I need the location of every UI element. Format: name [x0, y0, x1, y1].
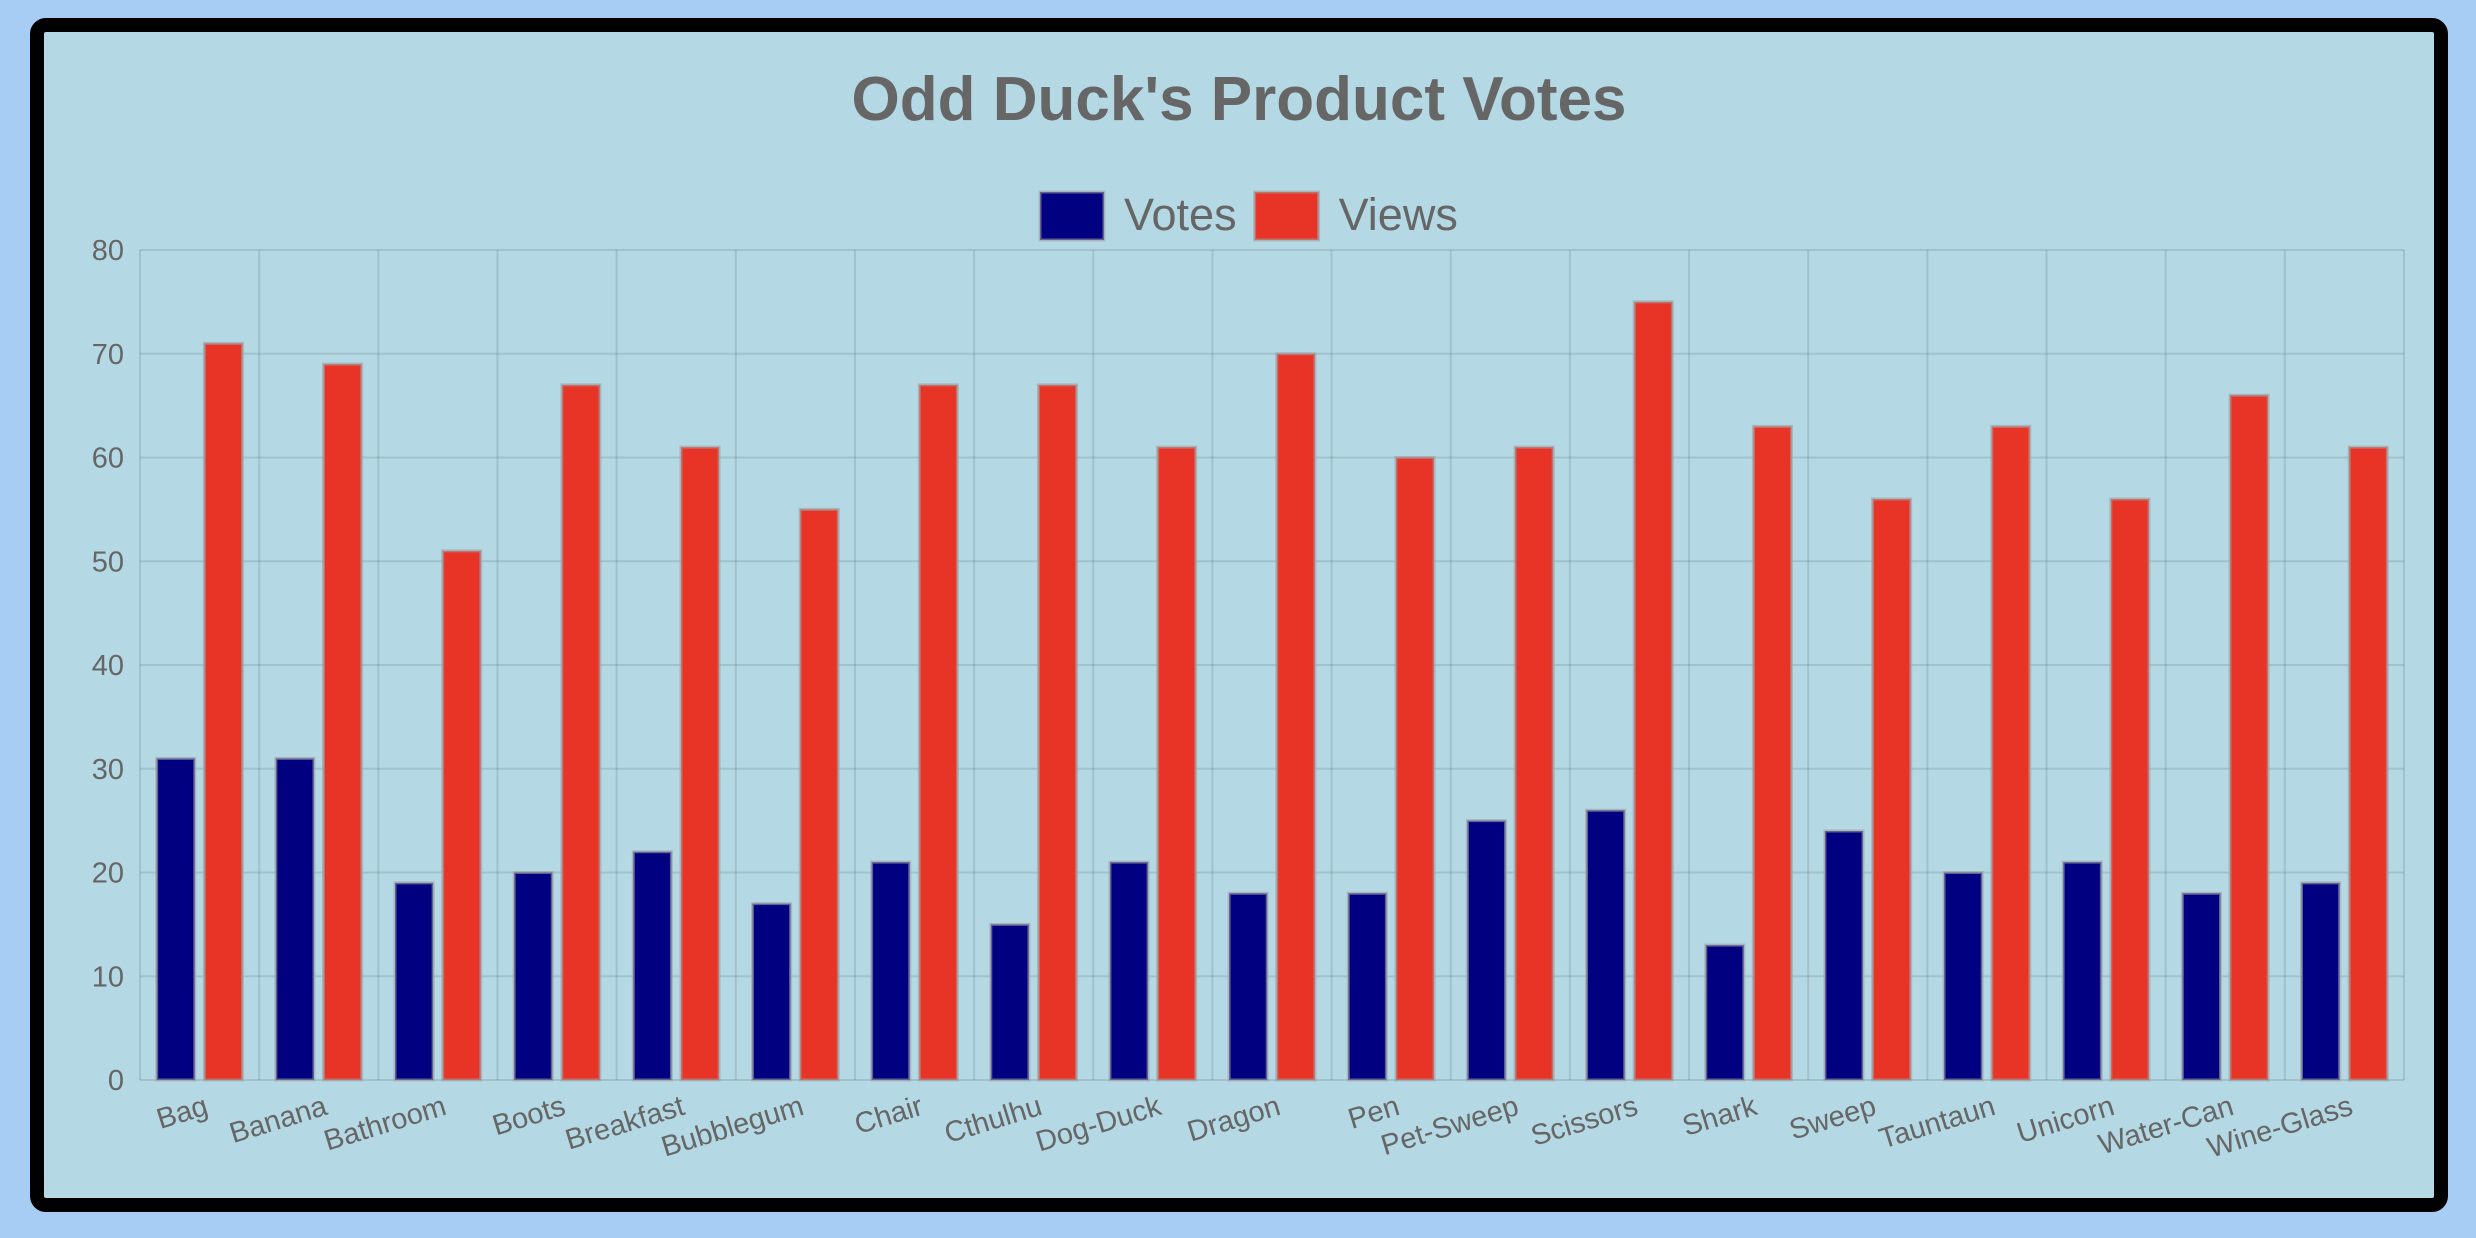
bar-views-shark [1751, 424, 1794, 1082]
bar-views-banana [322, 362, 364, 1082]
bar-votes-sweep [1823, 829, 1865, 1082]
bar-votes-wine-glass [2300, 881, 2342, 1082]
x-tick-label: Chair [851, 1090, 927, 1141]
y-tick-label: 40 [92, 650, 124, 682]
bar-views-cthulhu [1036, 383, 1079, 1082]
bar-views-pen [1394, 456, 1436, 1082]
x-tick-label: Tauntaun [1876, 1090, 1999, 1155]
bar-views-water-can [2228, 393, 2270, 1082]
bar-views-sweep [1871, 497, 1913, 1082]
x-tick-label: Bathroom [320, 1090, 450, 1157]
bar-views-dragon [1275, 352, 1317, 1082]
legend: Votes Views [1038, 189, 1458, 242]
bar-votes-dog-duck [1108, 860, 1150, 1082]
bar-votes-shark [1704, 943, 1746, 1082]
bar-votes-water-can [2180, 891, 2222, 1082]
y-axis: 0 10 20 30 40 50 60 70 80 [92, 235, 124, 1097]
x-tick-label: Scissors [1527, 1090, 1641, 1153]
bar-votes-tauntaun [1942, 871, 1984, 1082]
bar-votes-boots [512, 871, 554, 1082]
bar-votes-breakfast [631, 850, 673, 1082]
y-tick-label: 10 [92, 961, 124, 993]
grid [139, 249, 2405, 1081]
bar-votes-banana [274, 756, 316, 1082]
bar-votes-bag [155, 756, 197, 1082]
bar-chart: Odd Duck's Product Votes Votes Views 0 10 2… [92, 65, 2405, 1165]
x-tick-label: Bag [153, 1090, 212, 1136]
y-tick-label: 50 [92, 546, 124, 578]
x-tick-label: Shark [1679, 1090, 1761, 1143]
bar-views-scissors [1632, 300, 1674, 1082]
bars [155, 300, 2389, 1082]
x-tick-label: Pet-Sweep [1377, 1090, 1522, 1162]
y-tick-label: 60 [92, 443, 124, 475]
bar-views-unicorn [2109, 497, 2151, 1082]
bar-views-chair [917, 383, 959, 1082]
y-tick-label: 80 [92, 235, 124, 267]
bar-views-pet-sweep [1513, 445, 1555, 1082]
bar-votes-pet-sweep [1465, 819, 1508, 1082]
bar-views-bag [202, 341, 244, 1082]
x-tick-label: Sweep [1786, 1090, 1880, 1147]
legend-label-votes: Votes [1124, 189, 1237, 240]
bar-views-bathroom [441, 549, 483, 1082]
x-tick-label: Cthulhu [941, 1090, 1046, 1150]
bar-votes-scissors [1585, 808, 1627, 1082]
bar-votes-chair [870, 860, 912, 1082]
bar-views-tauntaun [1990, 424, 2032, 1082]
x-tick-label: Boots [489, 1090, 569, 1142]
bar-views-wine-glass [2347, 445, 2389, 1082]
y-tick-label: 0 [108, 1065, 124, 1097]
bar-votes-dragon [1227, 891, 1269, 1082]
bar-views-dog-duck [1156, 445, 1198, 1082]
bar-votes-unicorn [2061, 860, 2103, 1082]
y-tick-label: 30 [92, 754, 124, 786]
bar-votes-bathroom [393, 881, 435, 1082]
chart-title: Odd Duck's Product Votes [852, 65, 1627, 134]
bar-votes-bubblegum [750, 902, 793, 1082]
bar-views-bubblegum [798, 507, 840, 1082]
bar-votes-cthulhu [989, 922, 1031, 1082]
bar-votes-pen [1346, 891, 1388, 1082]
y-tick-label: 70 [92, 339, 124, 371]
legend-label-views: Views [1339, 189, 1458, 240]
x-tick-label: Dog-Duck [1032, 1090, 1165, 1158]
legend-swatch-votes [1038, 190, 1106, 242]
x-tick-label: Banana [226, 1090, 332, 1150]
bar-views-boots [560, 383, 602, 1082]
legend-swatch-views [1253, 190, 1321, 242]
bar-views-breakfast [679, 445, 721, 1082]
x-tick-label: Dragon [1184, 1090, 1284, 1148]
y-tick-label: 20 [92, 858, 124, 890]
chart-frame: Odd Duck's Product Votes Votes Views 0 10 2… [30, 18, 2448, 1212]
